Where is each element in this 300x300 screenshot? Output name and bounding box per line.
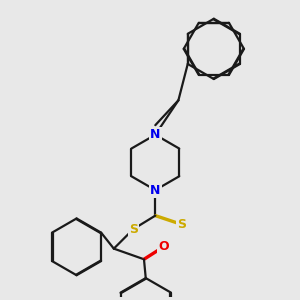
- Text: O: O: [158, 240, 169, 253]
- Text: N: N: [150, 128, 160, 141]
- Text: N: N: [150, 184, 160, 196]
- Text: S: S: [129, 223, 138, 236]
- Text: S: S: [177, 218, 186, 231]
